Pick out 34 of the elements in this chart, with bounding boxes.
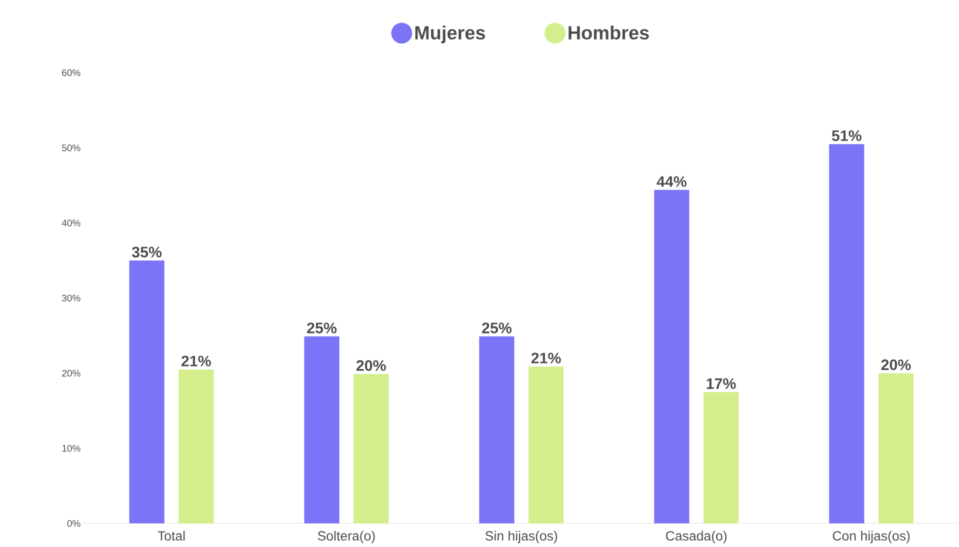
data-label: 20% <box>881 359 911 370</box>
y-tick-label: 30% <box>62 294 80 302</box>
data-label: 21% <box>181 355 211 366</box>
y-tick-label: 40% <box>62 219 80 226</box>
bar <box>829 144 864 524</box>
bar <box>528 366 564 524</box>
bar <box>354 374 389 524</box>
bar <box>878 372 914 524</box>
legend-label: Hombres <box>568 25 649 40</box>
legend-label: Mujeres <box>415 25 485 44</box>
bar <box>703 392 739 524</box>
x-tick-label: Casada(o) <box>666 530 727 543</box>
data-label: 21% <box>531 352 561 364</box>
data-label: 44% <box>656 176 686 187</box>
data-label: 17% <box>706 378 736 389</box>
data-label: 51% <box>832 130 862 141</box>
data-label: 25% <box>307 322 337 334</box>
x-tick-label: Soltera(o) <box>318 530 375 543</box>
data-label: 20% <box>356 360 386 371</box>
bar <box>178 369 214 524</box>
bar <box>129 260 164 524</box>
x-tick-label: Con hijas(os) <box>832 530 910 543</box>
bar <box>654 190 690 524</box>
y-tick-label: 10% <box>62 444 80 452</box>
data-label: 25% <box>482 322 512 334</box>
y-tick-label: 60% <box>62 69 80 76</box>
bar <box>304 336 340 524</box>
x-tick-label: Total <box>158 530 185 540</box>
data-label: 35% <box>132 246 162 258</box>
y-tick-label: 20% <box>62 370 80 376</box>
y-tick-label: 50% <box>62 144 80 151</box>
x-tick-label: Sin hijas(os) <box>485 530 558 543</box>
y-tick-label: 0% <box>67 520 80 527</box>
bar <box>479 336 514 524</box>
